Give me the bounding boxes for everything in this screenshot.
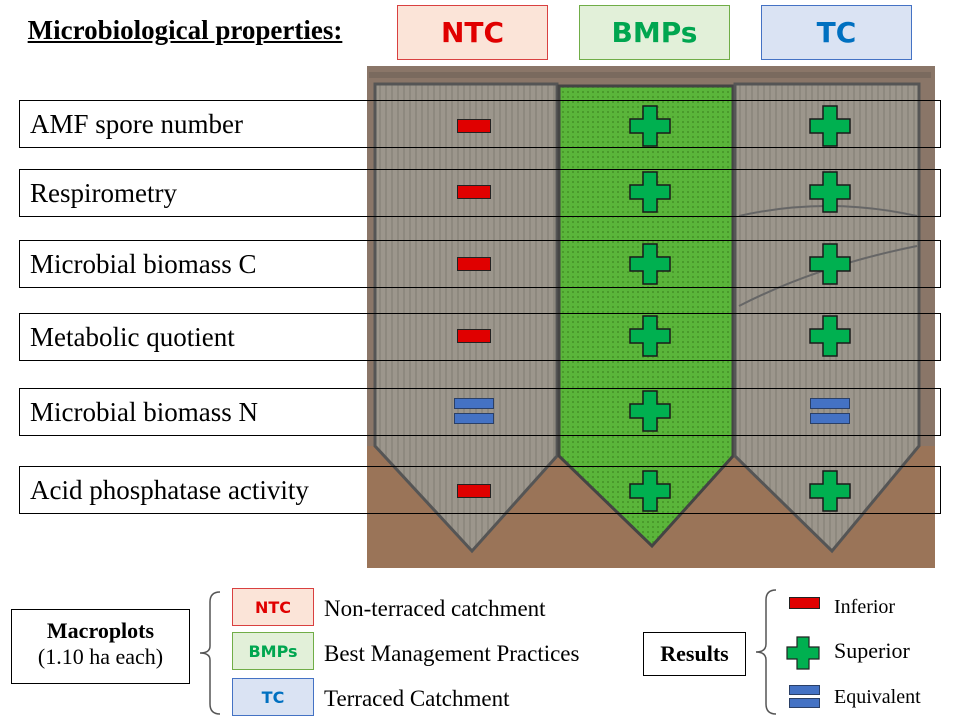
minus-icon: [457, 329, 491, 343]
row-label: Acid phosphatase activity: [30, 475, 309, 505]
minus-icon: [457, 185, 491, 199]
row-acid-phosphatase: [19, 466, 941, 514]
plus-icon: [629, 171, 671, 213]
minus-icon: [789, 597, 820, 609]
row-label: AMF spore number: [30, 109, 243, 139]
legend-inferior: Inferior: [834, 596, 896, 618]
legend-superior: Superior: [834, 638, 910, 663]
plus-icon: [629, 470, 671, 512]
plus-icon: [809, 243, 851, 285]
legend-ntc-text: Non-terraced catchment: [324, 596, 546, 621]
legend-bmps-box: BMPs: [232, 632, 314, 670]
header-ntc: NTC: [397, 5, 548, 60]
row-label: Microbial biomass N: [30, 397, 258, 427]
row-label: Microbial biomass C: [30, 249, 257, 279]
legend-equivalent: Equivalent: [834, 686, 921, 708]
row-label: Metabolic quotient: [30, 322, 235, 352]
results-box: Results: [643, 632, 746, 676]
row-label: Respirometry: [30, 178, 177, 208]
macroplots-subtitle: (1.10 ha each): [37, 644, 164, 669]
row-microbial-biomass-n: [19, 388, 941, 436]
plus-icon: [809, 470, 851, 512]
equals-icon: [789, 685, 820, 711]
legend-tc-box: TC: [232, 678, 314, 716]
plus-icon: [809, 105, 851, 147]
plus-icon: [809, 315, 851, 357]
minus-icon: [457, 119, 491, 133]
brace-icon: [755, 589, 777, 715]
plus-icon: [629, 315, 671, 357]
row-microbial-biomass-c: [19, 240, 941, 288]
legend-ntc-box: NTC: [232, 588, 314, 626]
plus-icon: [629, 390, 671, 432]
brace-icon: [199, 591, 221, 715]
header-bmps: BMPs: [579, 5, 730, 60]
plus-icon: [629, 105, 671, 147]
legend-tc-text: Terraced Catchment: [324, 686, 510, 711]
equals-icon: [454, 398, 494, 424]
legend-bmps-text: Best Management Practices: [324, 641, 580, 666]
row-respirometry: [19, 169, 941, 217]
row-metabolic-quotient: [19, 313, 941, 361]
header-tc: TC: [761, 5, 912, 60]
equals-icon: [810, 398, 850, 424]
page-title: Microbiological properties:: [27, 15, 343, 45]
plus-icon: [629, 243, 671, 285]
row-amf-spore-number: [19, 100, 941, 148]
minus-icon: [457, 257, 491, 271]
macroplots-title: Macroplots: [46, 618, 155, 643]
macroplots-box: Macroplots (1.10 ha each): [11, 609, 190, 684]
minus-icon: [457, 484, 491, 498]
plus-icon: [786, 636, 820, 670]
plus-icon: [809, 171, 851, 213]
